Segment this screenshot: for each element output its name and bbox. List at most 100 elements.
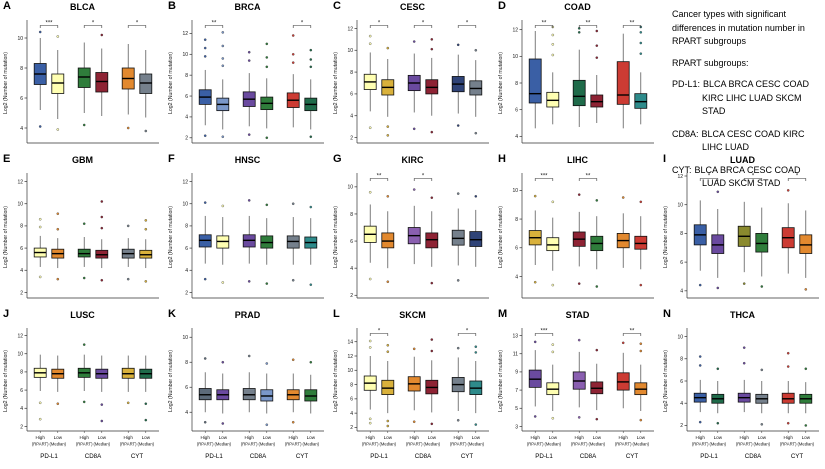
panel-header: J LUSC <box>0 308 165 321</box>
svg-text:12: 12 <box>182 179 188 185</box>
svg-text:High: High <box>123 435 133 440</box>
x-axis-labels: High (RPART) Low (Median) High (RPART) Low (Med… <box>527 435 650 460</box>
svg-text:10: 10 <box>17 202 23 208</box>
boxplot-pd-l1-low-median <box>711 190 725 290</box>
boxplot-pd-l1-low-median <box>381 195 395 284</box>
significance-brackets: ***** <box>534 174 598 181</box>
svg-text:High: High <box>365 435 375 440</box>
caption-item-pdl1-label: PD-L1: <box>672 79 701 89</box>
panel-title: KIRC <box>401 155 424 165</box>
plot-lusc: 2 4 6 8 10 12 Log2 (Number of mutation) High (RP… <box>3 328 159 460</box>
boxplot-cyt-low-median <box>634 25 648 125</box>
svg-text:2: 2 <box>350 425 353 431</box>
significance-stars: ** <box>630 21 635 27</box>
panel-letter: C <box>333 0 341 12</box>
boxplot-cd8a-low-median <box>590 199 604 288</box>
svg-text:12: 12 <box>347 354 353 360</box>
panel-header: I LUAD <box>660 153 825 166</box>
y-axis-label: Log2 (Number of mutation) <box>498 350 504 412</box>
caption-item-cyt-cancers: BLCA BRCA CESC COAD LUAD SKCM STAD <box>694 164 801 189</box>
significance-brackets: ***** <box>534 329 642 336</box>
svg-text:(Median): (Median) <box>138 442 155 447</box>
svg-text:11: 11 <box>513 352 518 358</box>
significance-stars: ** <box>377 174 382 180</box>
svg-text:4: 4 <box>20 406 23 412</box>
svg-text:2: 2 <box>185 290 188 296</box>
svg-text:6: 6 <box>680 379 683 385</box>
boxplot-cd8a-low-median <box>425 338 439 433</box>
caption-item-cyt-label: CYT: <box>672 164 692 175</box>
svg-text:(RPART): (RPART) <box>76 442 93 447</box>
boxplot-cd8a-low-median <box>95 33 109 116</box>
panel-prad: K PRAD 4 6 8 10 Log2 (Number of mutation) High (… <box>165 308 330 469</box>
boxplot-cd8a-high-rpart <box>242 50 256 136</box>
x-group-label-cd8a: CD8A <box>745 453 762 460</box>
boxplot-cyt-low-median <box>469 195 483 267</box>
svg-text:12: 12 <box>512 27 518 33</box>
boxplot-pd-l1-high-rpart <box>33 30 47 128</box>
x-group-label-pd-l1: PD-L1 <box>700 453 718 460</box>
svg-text:(Median): (Median) <box>633 442 650 447</box>
boxes <box>528 338 648 433</box>
panel-letter: I <box>663 153 667 165</box>
significance-brackets: * * <box>369 329 477 336</box>
svg-text:Low: Low <box>54 435 63 440</box>
panel-header: H LIHC <box>495 153 660 166</box>
y-axis: 2 4 6 8 10 12 Log2 (Number of mutation) <box>3 173 159 299</box>
panel-gbm: E GBM 2 4 6 8 10 12 Log2 (Number of mutation) <box>0 153 165 308</box>
panel-header: M STAD <box>495 308 660 321</box>
y-axis: 4 6 8 10 12 Log2 (Number of mutation) <box>498 20 654 144</box>
svg-text:Low: Low <box>714 435 723 440</box>
y-axis: 3 5 7 9 11 13 Log2 (Number of mutation) <box>498 328 654 432</box>
svg-text:Low: Low <box>593 435 602 440</box>
boxes <box>363 34 483 137</box>
svg-text:2: 2 <box>350 293 353 299</box>
svg-text:Low: Low <box>758 435 767 440</box>
plot-coad: 4 6 8 10 12 Log2 (Number of mutation) ** ** ** <box>498 20 654 144</box>
x-group-label-cyt: CYT <box>296 453 309 460</box>
x-axis-labels: High (RPART) Low (Median) High (RPART) Low (Med… <box>692 435 815 460</box>
boxplot-cyt-high-rpart <box>616 196 630 268</box>
boxplot-cyt-high-rpart <box>451 346 465 433</box>
boxplot-cyt-low-median <box>139 50 153 133</box>
svg-text:8: 8 <box>680 357 683 363</box>
svg-text:High: High <box>574 435 584 440</box>
svg-text:High: High <box>783 435 793 440</box>
x-axis-labels: High (RPART) Low (Median) High (RPART) Low (Med… <box>197 435 320 460</box>
panel-title: BLCA <box>70 2 95 12</box>
svg-text:6: 6 <box>20 96 23 102</box>
y-axis: 2 4 6 8 10 Log2 (Number of mutation) <box>663 328 819 432</box>
y-axis: 2 4 6 8 10 Log2 (Number of mutation) <box>333 173 489 299</box>
boxplot-cyt-high-rpart <box>121 224 135 281</box>
boxplot-cd8a-high-rpart <box>77 42 91 127</box>
y-axis: 4 6 8 10 12 Log2 (Number of mutation) <box>663 173 819 299</box>
svg-text:7: 7 <box>515 388 518 394</box>
y-axis-label: Log2 (Number of mutation) <box>333 350 339 412</box>
svg-text:6: 6 <box>185 94 188 100</box>
significance-stars: * <box>752 174 755 180</box>
boxplot-pd-l1-high-rpart <box>528 340 542 433</box>
svg-text:Low: Low <box>98 435 107 440</box>
svg-text:10: 10 <box>347 48 353 54</box>
svg-text:4: 4 <box>515 274 518 280</box>
svg-text:2: 2 <box>185 136 188 142</box>
x-axis-labels: High (RPART) Low (Median) High (RPART) Low (Med… <box>362 435 485 460</box>
caption-item-cd8a-cancers: BLCA CESC COAD KIRC LIHC LUAD <box>701 128 805 153</box>
caption-item-cyt: CYT: BLCA BRCA CESC COAD LUAD SKCM STAD <box>672 164 821 191</box>
significance-brackets: *** <box>369 174 433 181</box>
boxplot-cd8a-high-rpart <box>77 343 91 433</box>
svg-text:12: 12 <box>677 174 683 180</box>
svg-text:(RPART): (RPART) <box>362 442 379 447</box>
panel-letter: N <box>663 308 671 320</box>
boxes <box>33 30 153 133</box>
boxplot-pd-l1-low-median <box>51 355 65 433</box>
boxplot-cyt-low-median <box>304 205 318 286</box>
significance-stars: * <box>708 174 711 180</box>
svg-text:6: 6 <box>20 246 23 252</box>
boxplot-cd8a-high-rpart <box>737 346 751 433</box>
significance-stars: * <box>466 21 469 27</box>
boxes <box>198 354 318 433</box>
svg-text:4: 4 <box>185 115 188 121</box>
